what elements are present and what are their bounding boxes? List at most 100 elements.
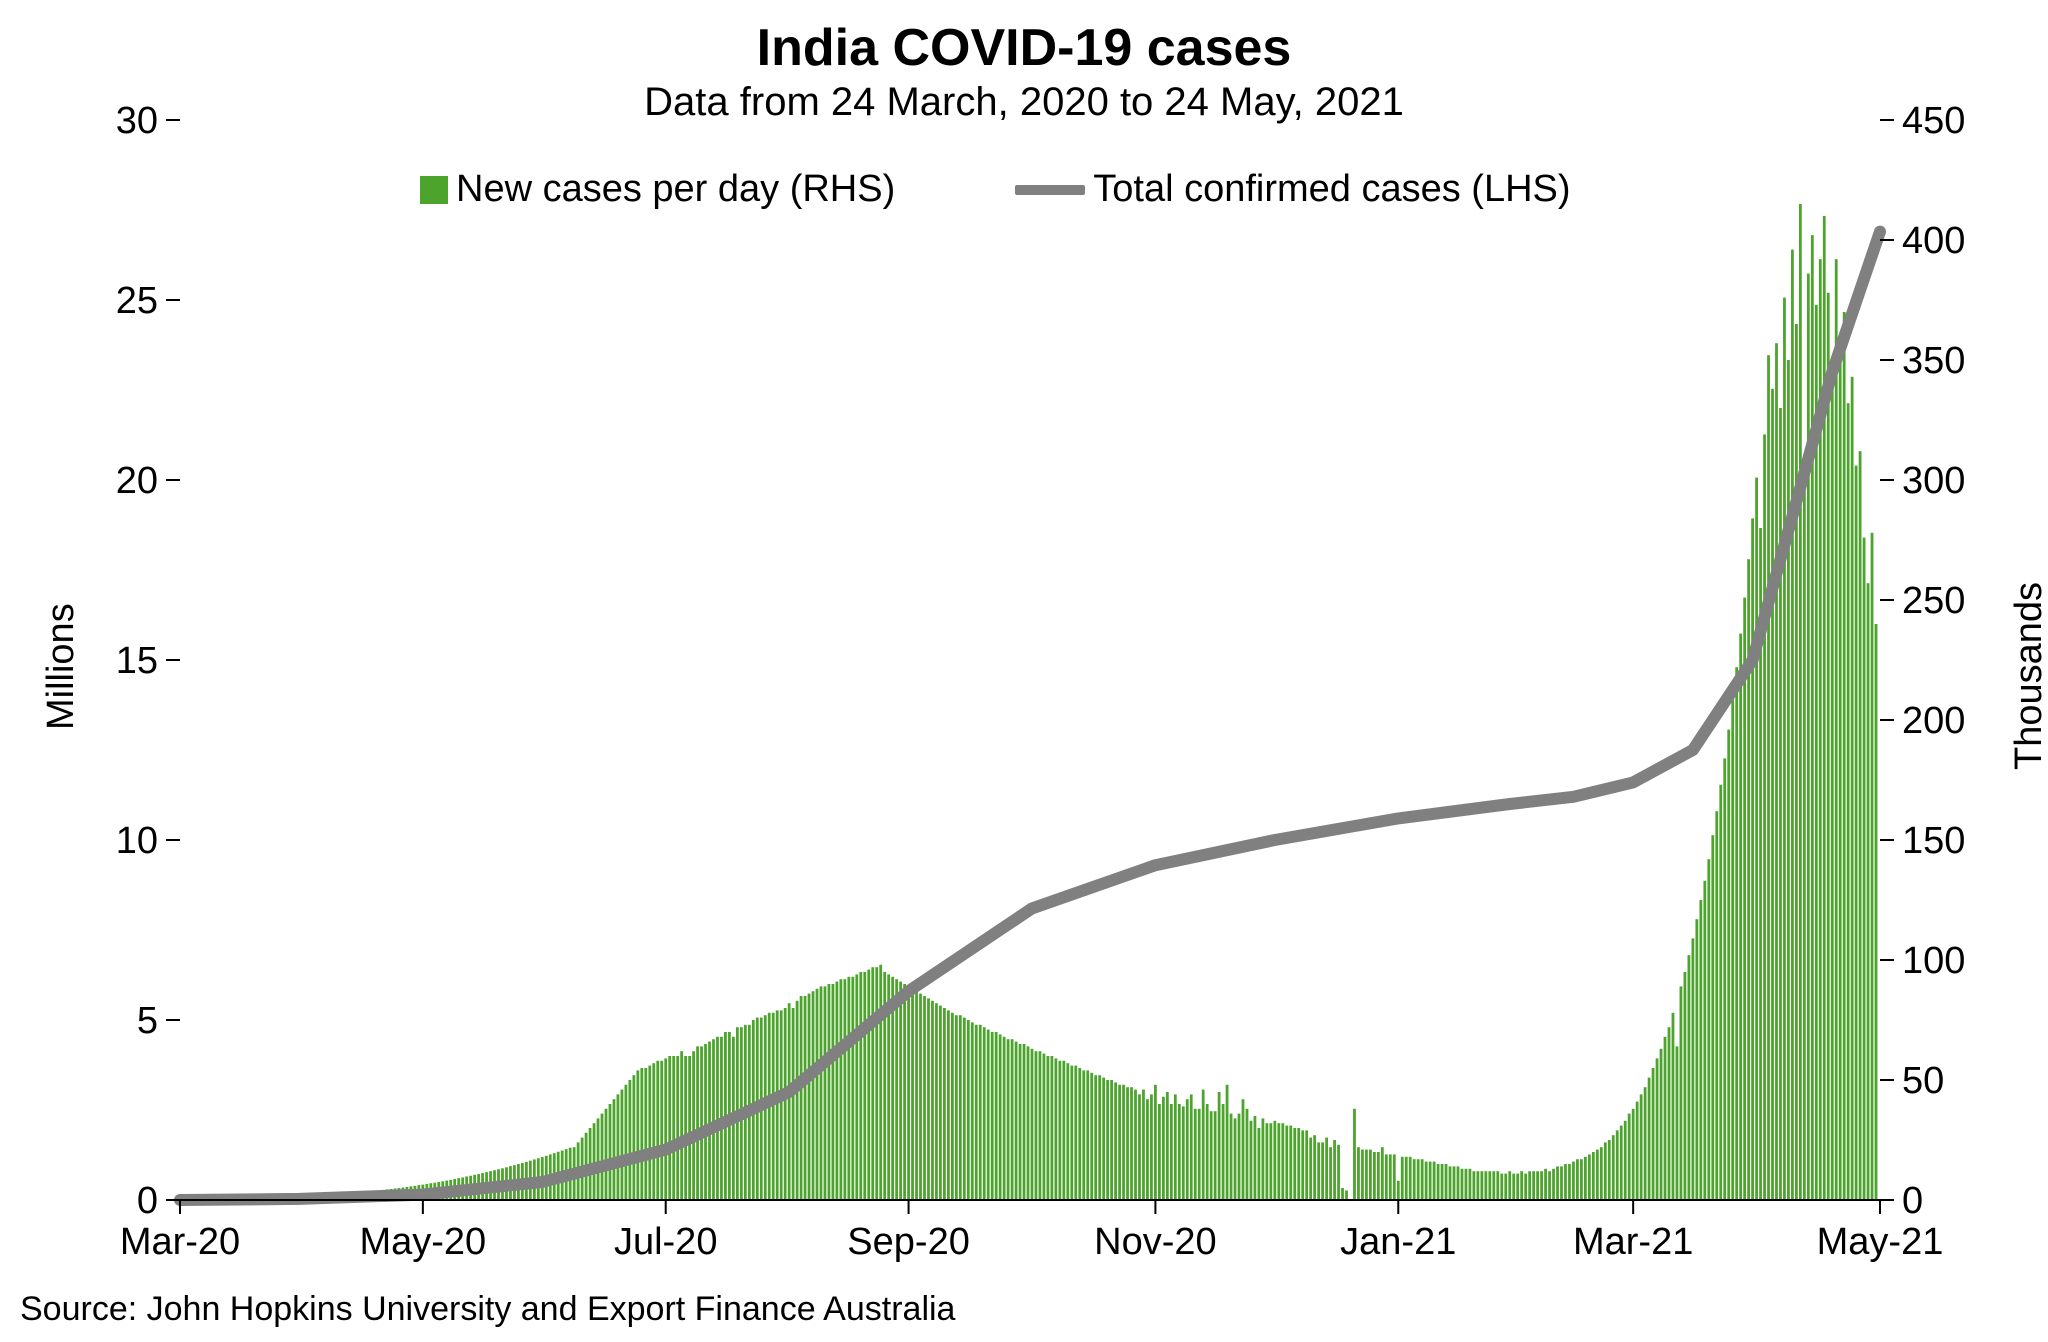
bar [836,982,839,1200]
bar [652,1063,655,1200]
bar [1142,1090,1145,1200]
bar [987,1030,990,1200]
y-right-tick-label: 300 [1902,460,1965,502]
bar [1174,1094,1177,1200]
bar [1512,1174,1515,1200]
y-right-tick-label: 0 [1902,1180,1923,1222]
bar [660,1061,663,1200]
bar [1664,1037,1667,1200]
bar [923,996,926,1200]
bar [1727,730,1730,1200]
bar [1039,1051,1042,1200]
bar [955,1015,958,1200]
bar [1341,1188,1344,1200]
bar [1556,1166,1559,1200]
bar [875,967,878,1200]
x-tick-label: Mar-21 [1573,1221,1693,1263]
bar [991,1032,994,1200]
bar [1608,1140,1611,1200]
bar [915,991,918,1200]
bar [1269,1123,1272,1200]
bar [1242,1099,1245,1200]
bar [1576,1159,1579,1200]
bar [1831,372,1834,1200]
bar [1540,1171,1543,1200]
bar [1234,1118,1237,1200]
bar [1325,1138,1328,1200]
bar [1285,1126,1288,1200]
bar [1552,1169,1555,1200]
bar [1604,1142,1607,1200]
bar [1783,298,1786,1200]
bar [1357,1147,1360,1200]
bar [1110,1080,1113,1200]
bar [1198,1109,1201,1200]
bar [1369,1150,1372,1200]
bar [1114,1082,1117,1200]
bar [851,977,854,1200]
bar [1293,1128,1296,1200]
bar [1019,1044,1022,1200]
bar [839,979,842,1200]
bar [1321,1142,1324,1200]
bar [919,994,922,1200]
bar [1210,1111,1213,1200]
bar [808,994,811,1200]
bar [1385,1154,1388,1200]
bar [943,1008,946,1200]
y-right-tick-label: 200 [1902,700,1965,742]
bar [1015,1042,1018,1200]
bar [1676,1046,1679,1200]
bar [1843,312,1846,1200]
x-tick-label: Nov-20 [1094,1221,1217,1263]
bar [1289,1126,1292,1200]
x-tick-label: Mar-20 [120,1221,240,1263]
bar [899,982,902,1200]
bar [895,979,898,1200]
bar [1624,1121,1627,1200]
bar [907,986,910,1200]
bar [1875,624,1878,1200]
bar [824,986,827,1200]
bar [676,1056,679,1200]
bar [1086,1070,1089,1200]
bar [712,1039,715,1200]
bar [1226,1085,1229,1200]
bar [855,974,858,1200]
bar [1453,1166,1456,1200]
bar [1178,1104,1181,1200]
bar [1130,1087,1133,1200]
bar [1102,1078,1105,1200]
bar [776,1010,779,1200]
bar [1636,1102,1639,1200]
bar [1401,1157,1404,1200]
bar [1074,1066,1077,1200]
bar [975,1025,978,1200]
bar [1238,1114,1241,1200]
bar [1090,1073,1093,1200]
bar [1122,1085,1125,1200]
bar [1735,667,1738,1200]
x-tick-label: May-20 [359,1221,486,1263]
bar [1126,1087,1129,1200]
bar [1584,1157,1587,1200]
bar [903,984,906,1200]
bar [1480,1171,1483,1200]
bar [1437,1164,1440,1200]
total-cases-line [180,232,1880,1200]
bar [1186,1099,1189,1200]
bar [1313,1135,1316,1200]
bar [628,1080,631,1200]
bar [947,1010,950,1200]
bar [1588,1154,1591,1200]
bar [879,965,882,1200]
bar [1795,324,1798,1200]
bar [1703,881,1706,1200]
bar [1118,1085,1121,1200]
bar [1449,1166,1452,1200]
bar [1058,1061,1061,1200]
bar [1250,1121,1253,1200]
bar [1871,533,1874,1200]
bar [847,977,850,1200]
bar [1170,1104,1173,1200]
